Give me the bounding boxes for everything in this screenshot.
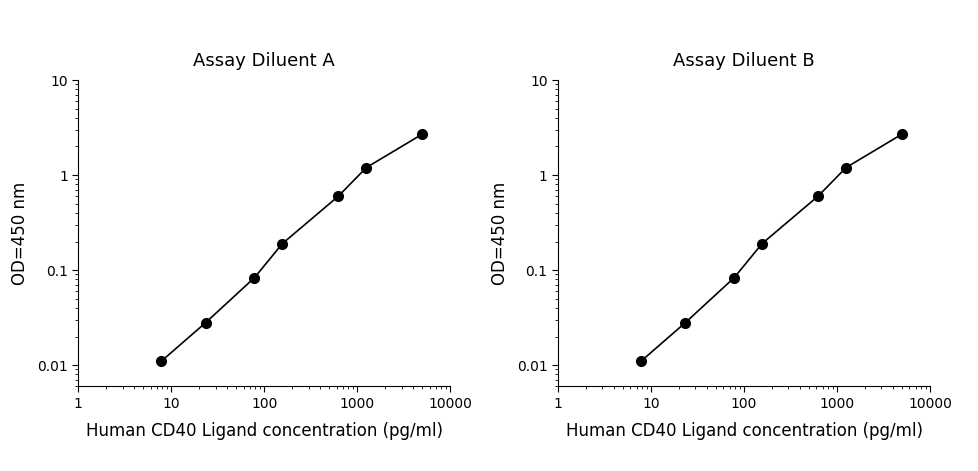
X-axis label: Human CD40 Ligand concentration (pg/ml): Human CD40 Ligand concentration (pg/ml) — [565, 422, 921, 440]
Y-axis label: OD=450 nm: OD=450 nm — [490, 181, 508, 285]
X-axis label: Human CD40 Ligand concentration (pg/ml): Human CD40 Ligand concentration (pg/ml) — [86, 422, 442, 440]
Y-axis label: OD=450 nm: OD=450 nm — [11, 181, 28, 285]
Title: Assay Diluent A: Assay Diluent A — [194, 52, 334, 70]
Title: Assay Diluent B: Assay Diluent B — [673, 52, 814, 70]
